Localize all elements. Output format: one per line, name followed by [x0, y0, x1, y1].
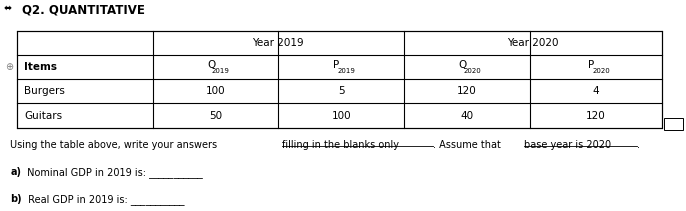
- Text: 50: 50: [209, 111, 222, 120]
- Text: . Assume that: . Assume that: [433, 140, 504, 150]
- Text: 2019: 2019: [338, 68, 355, 74]
- Text: 2019: 2019: [212, 68, 230, 74]
- Text: 120: 120: [586, 111, 606, 120]
- Text: filling in the blanks only: filling in the blanks only: [281, 140, 399, 150]
- Text: 4: 4: [593, 86, 599, 96]
- Text: 120: 120: [457, 86, 477, 96]
- Text: b): b): [10, 194, 22, 204]
- Text: ⊕: ⊕: [5, 62, 14, 72]
- Text: Real GDP in 2019 is: ___________: Real GDP in 2019 is: ___________: [25, 194, 185, 205]
- Text: ⬌: ⬌: [3, 3, 12, 13]
- Text: 100: 100: [206, 86, 225, 96]
- Text: base year is 2020: base year is 2020: [524, 140, 611, 150]
- Text: Year 2019: Year 2019: [252, 38, 304, 48]
- Text: Guitars: Guitars: [24, 111, 62, 120]
- Text: Year 2020: Year 2020: [507, 38, 559, 48]
- Text: Q2. QUANTITATIVE: Q2. QUANTITATIVE: [22, 3, 145, 16]
- Text: 40: 40: [460, 111, 473, 120]
- Text: Q: Q: [207, 60, 215, 70]
- Text: Nominal GDP in 2019 is: ___________: Nominal GDP in 2019 is: ___________: [25, 167, 203, 178]
- Text: Using the table above, write your answers: Using the table above, write your answer…: [10, 140, 220, 150]
- Bar: [664, 118, 683, 130]
- Text: a): a): [10, 167, 21, 177]
- Text: 100: 100: [331, 111, 351, 120]
- Text: .: .: [637, 140, 639, 150]
- Text: 5: 5: [338, 86, 344, 96]
- Text: 2020: 2020: [464, 68, 482, 74]
- Text: Items: Items: [24, 62, 57, 72]
- Text: P: P: [588, 60, 594, 70]
- Text: P: P: [333, 60, 339, 70]
- Text: Burgers: Burgers: [24, 86, 65, 96]
- Text: Q: Q: [459, 60, 467, 70]
- Text: 2020: 2020: [593, 68, 611, 74]
